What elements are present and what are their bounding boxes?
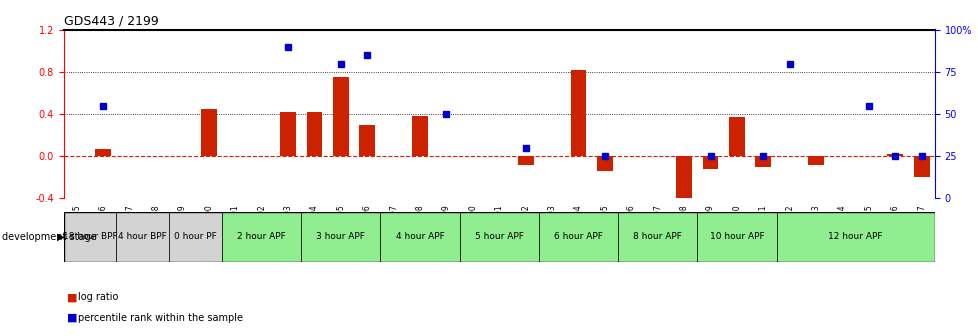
Bar <box>460 212 538 262</box>
Text: percentile rank within the sample: percentile rank within the sample <box>78 312 244 323</box>
Bar <box>333 78 348 156</box>
Bar <box>200 109 216 156</box>
Bar <box>808 156 823 165</box>
Bar <box>755 156 771 167</box>
Text: 3 hour APF: 3 hour APF <box>316 233 365 241</box>
Text: 2 hour APF: 2 hour APF <box>237 233 286 241</box>
Text: ■: ■ <box>67 312 77 323</box>
Text: development stage: development stage <box>2 232 97 242</box>
Text: 4 hour APF: 4 hour APF <box>395 233 444 241</box>
Bar <box>517 156 533 165</box>
Bar <box>676 156 691 204</box>
Bar <box>538 212 617 262</box>
Bar <box>570 70 586 156</box>
Bar <box>380 212 460 262</box>
Text: log ratio: log ratio <box>78 292 118 302</box>
Text: 12 hour APF: 12 hour APF <box>827 233 882 241</box>
Bar <box>64 212 116 262</box>
Bar <box>729 117 744 156</box>
Bar <box>702 156 718 169</box>
Text: 8 hour APF: 8 hour APF <box>633 233 682 241</box>
Bar <box>776 212 934 262</box>
Bar <box>280 112 295 156</box>
Bar <box>359 125 375 156</box>
Bar <box>222 212 301 262</box>
Text: 4 hour BPF: 4 hour BPF <box>118 233 167 241</box>
Bar <box>912 156 929 177</box>
Bar <box>116 212 169 262</box>
Bar <box>696 212 776 262</box>
Bar <box>169 212 222 262</box>
Text: 6 hour APF: 6 hour APF <box>554 233 602 241</box>
Text: ▶: ▶ <box>57 232 65 242</box>
Text: 5 hour APF: 5 hour APF <box>474 233 523 241</box>
Text: GDS443 / 2199: GDS443 / 2199 <box>64 15 158 28</box>
Bar <box>412 116 427 156</box>
Bar <box>597 156 612 171</box>
Text: 18 hour BPF: 18 hour BPF <box>63 233 117 241</box>
Bar <box>301 212 380 262</box>
Text: 10 hour APF: 10 hour APF <box>709 233 764 241</box>
Bar <box>306 112 322 156</box>
Bar <box>617 212 696 262</box>
Bar <box>886 154 903 156</box>
Bar <box>95 149 111 156</box>
Text: ■: ■ <box>67 292 77 302</box>
Text: 0 hour PF: 0 hour PF <box>174 233 217 241</box>
